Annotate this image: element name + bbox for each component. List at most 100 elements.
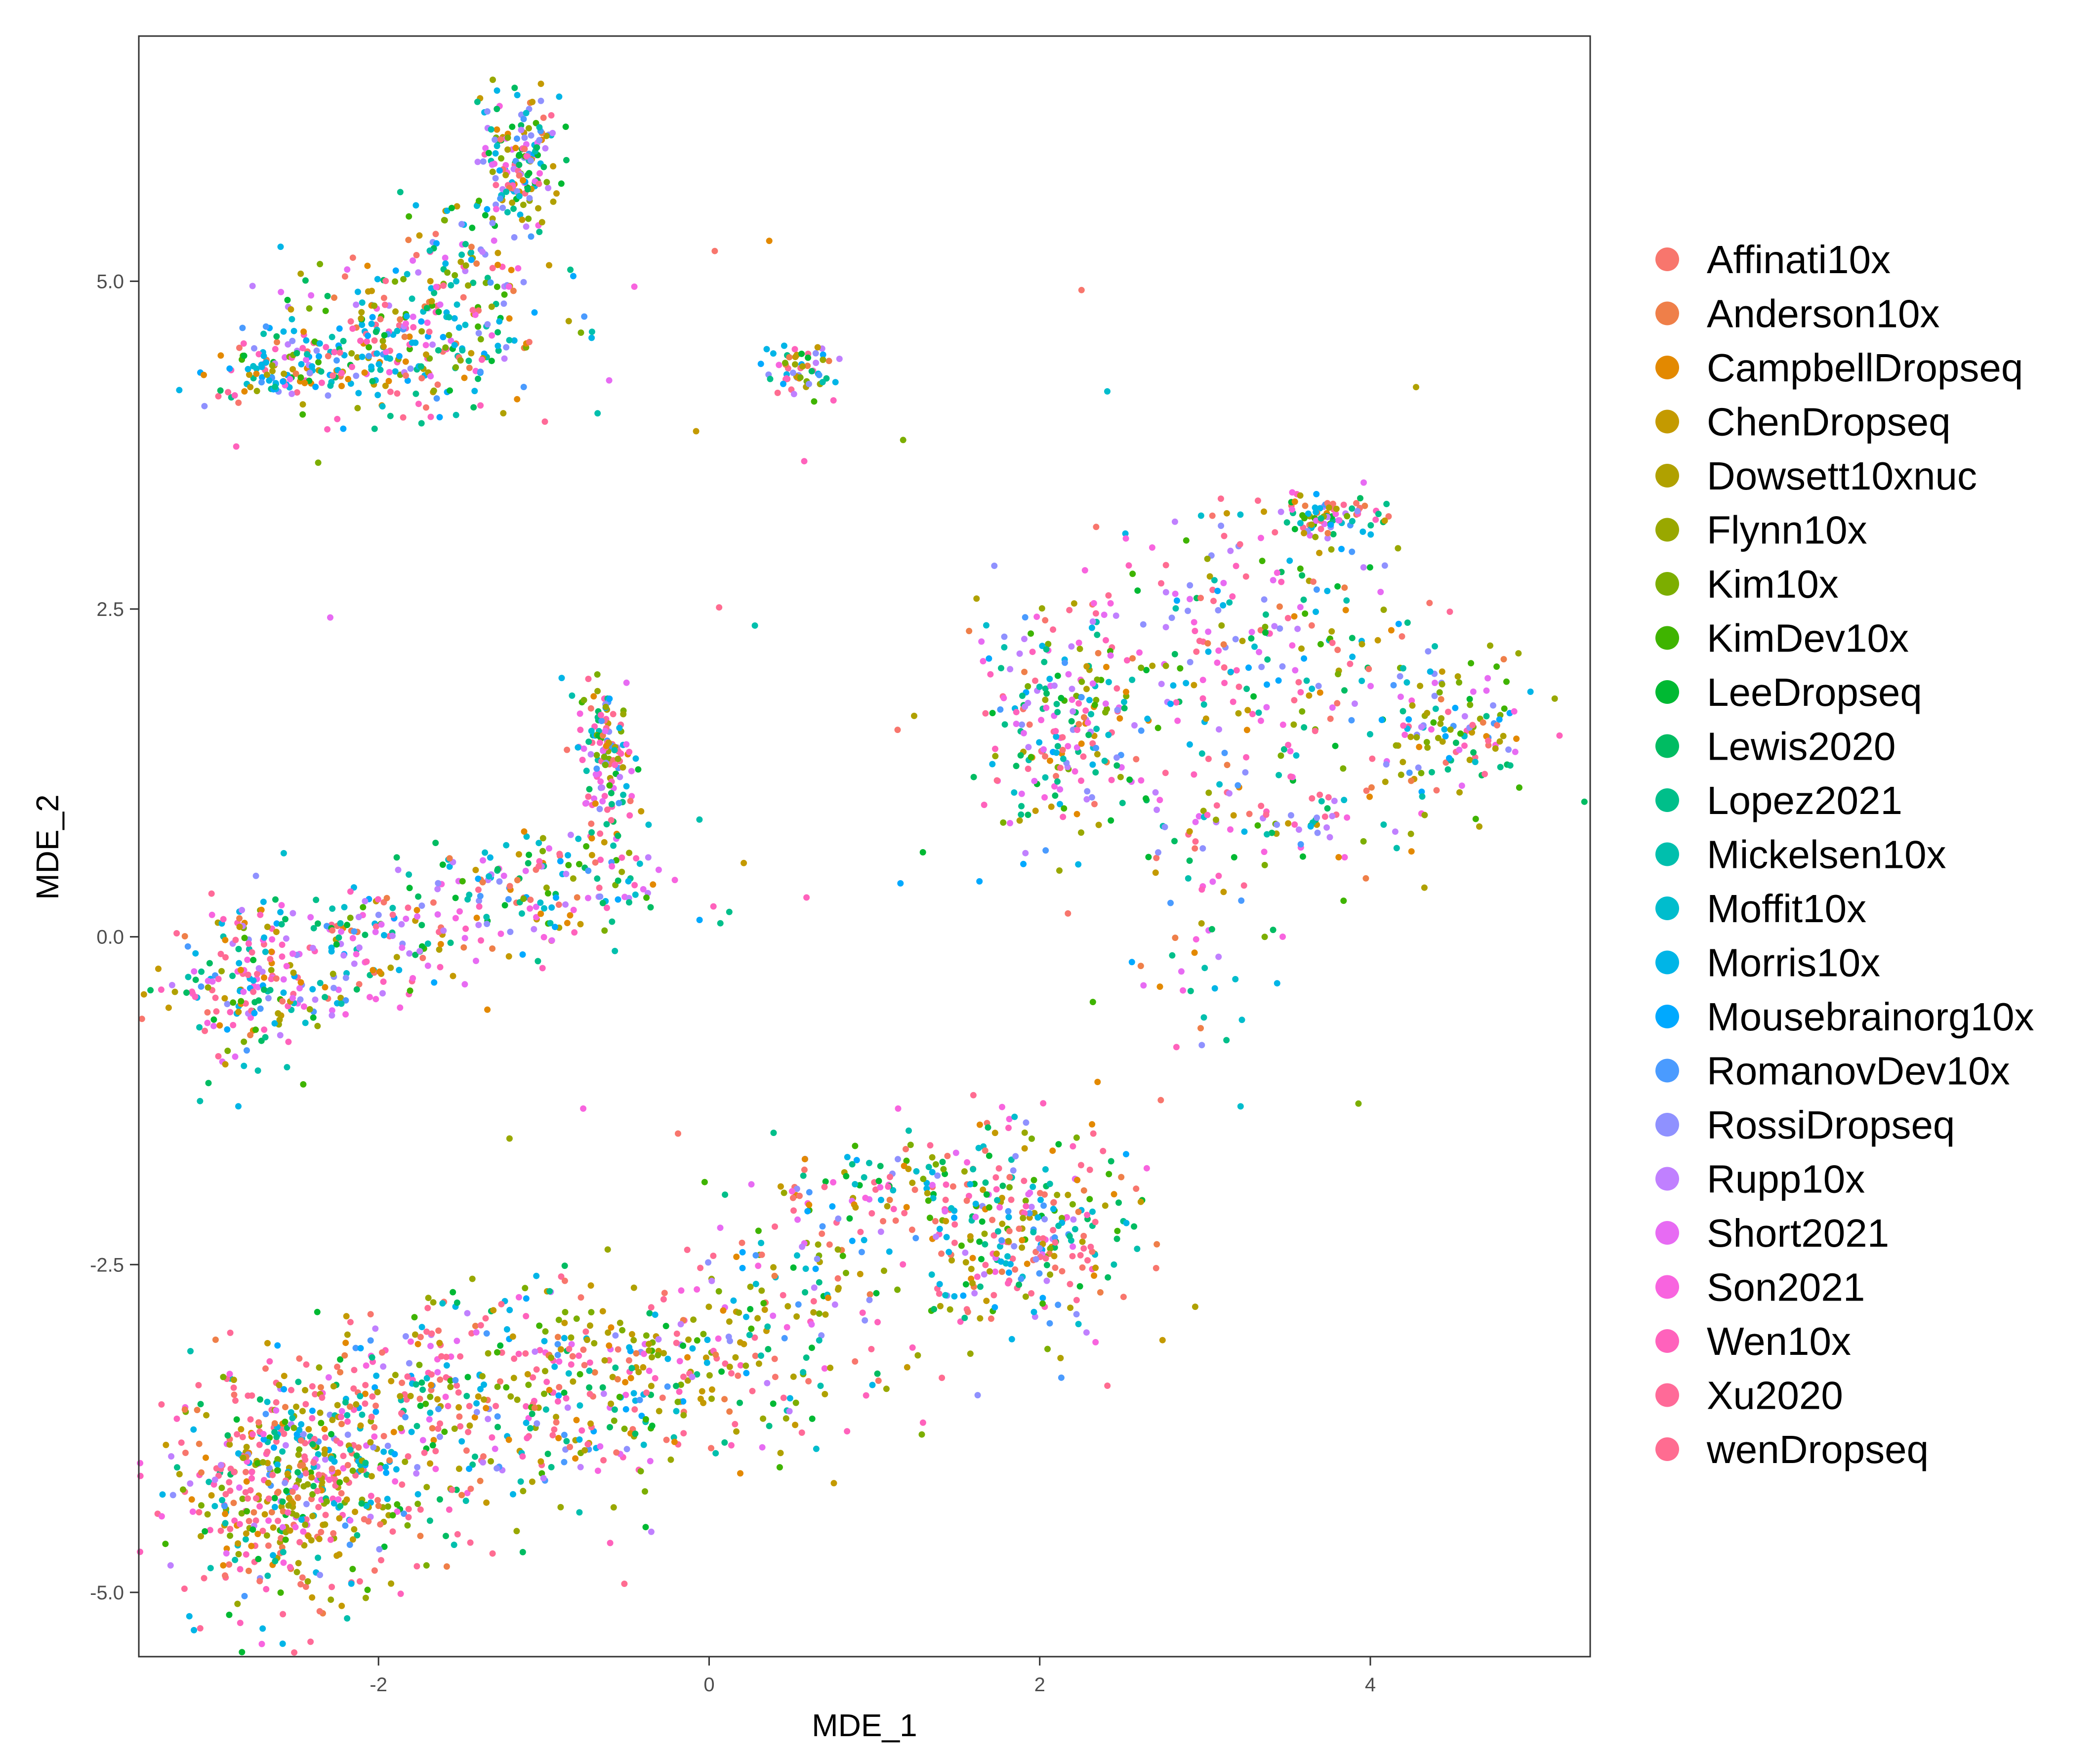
- data-point: [263, 1532, 270, 1539]
- data-point: [735, 1372, 741, 1379]
- data-point: [242, 1536, 249, 1543]
- data-point: [548, 1464, 555, 1470]
- data-point: [1317, 791, 1323, 798]
- data-point: [577, 921, 584, 928]
- data-point: [458, 251, 465, 258]
- data-point: [1052, 728, 1059, 734]
- data-point: [369, 314, 376, 321]
- data-point: [473, 1400, 480, 1407]
- data-point: [843, 1173, 850, 1180]
- data-point: [355, 1444, 362, 1451]
- data-point: [233, 443, 240, 450]
- data-point: [399, 944, 406, 951]
- data-point: [520, 202, 527, 208]
- data-point: [539, 848, 546, 855]
- data-point: [1215, 647, 1222, 654]
- data-point: [642, 1416, 649, 1423]
- data-point: [473, 1329, 480, 1336]
- data-point: [726, 1408, 733, 1415]
- data-point: [1303, 677, 1310, 684]
- data-point: [515, 851, 522, 858]
- data-point: [368, 363, 375, 370]
- data-point: [500, 300, 507, 307]
- data-point: [880, 1218, 887, 1224]
- data-point: [936, 1290, 943, 1297]
- data-point: [602, 762, 609, 769]
- data-point: [849, 1237, 856, 1244]
- data-point: [335, 986, 342, 993]
- data-point: [284, 1470, 291, 1477]
- data-point: [342, 1399, 349, 1406]
- panel-border: [138, 35, 1591, 1658]
- data-point: [642, 1488, 648, 1495]
- data-point: [340, 1453, 347, 1460]
- data-point: [334, 1469, 341, 1476]
- data-point: [596, 739, 603, 746]
- data-point: [1317, 641, 1324, 648]
- data-point: [1436, 689, 1443, 696]
- data-point: [1201, 965, 1208, 972]
- data-point: [494, 126, 500, 133]
- data-point: [521, 146, 528, 153]
- data-point: [1055, 1141, 1062, 1148]
- data-point: [986, 1204, 992, 1211]
- data-point: [1382, 778, 1389, 785]
- data-point: [1080, 714, 1087, 721]
- data-point: [803, 1354, 810, 1361]
- data-point: [593, 752, 600, 759]
- data-point: [1140, 621, 1147, 628]
- data-point: [1172, 590, 1179, 597]
- data-point: [235, 1103, 242, 1110]
- data-point: [989, 1217, 996, 1223]
- data-point: [437, 1376, 444, 1383]
- data-point: [995, 1165, 1002, 1172]
- data-point: [1025, 812, 1031, 818]
- data-point: [1106, 1171, 1112, 1178]
- data-point: [1248, 629, 1255, 636]
- data-point: [616, 1393, 623, 1400]
- data-point: [353, 986, 360, 993]
- data-point: [1047, 1271, 1054, 1278]
- data-point: [1119, 800, 1126, 807]
- data-point: [274, 1456, 281, 1463]
- data-point: [434, 1369, 441, 1376]
- data-point: [1046, 1320, 1053, 1327]
- data-point: [868, 1345, 875, 1352]
- data-point: [413, 1563, 420, 1570]
- data-point: [587, 1322, 593, 1329]
- data-point: [1366, 564, 1373, 571]
- data-point: [617, 773, 623, 780]
- data-point: [230, 1500, 237, 1506]
- data-point: [226, 365, 233, 372]
- data-point: [466, 1465, 473, 1472]
- data-point: [536, 124, 543, 131]
- data-point: [236, 960, 243, 967]
- data-point: [1469, 722, 1476, 729]
- data-point: [1341, 687, 1348, 694]
- data-point: [1227, 826, 1234, 833]
- data-point: [577, 1294, 584, 1301]
- data-point: [758, 1251, 765, 1258]
- data-point: [463, 1392, 470, 1399]
- data-point: [471, 1414, 478, 1421]
- data-point: [800, 1369, 807, 1376]
- data-point: [268, 976, 275, 982]
- data-point: [525, 1382, 532, 1388]
- data-point: [1085, 732, 1092, 738]
- data-point: [1016, 1225, 1023, 1232]
- data-point: [877, 1228, 884, 1235]
- data-point: [262, 323, 269, 330]
- data-point: [1438, 715, 1445, 722]
- data-point: [932, 1218, 939, 1224]
- data-point: [340, 338, 347, 344]
- data-point: [482, 849, 489, 856]
- data-point: [585, 793, 592, 800]
- data-point: [301, 380, 308, 386]
- data-point: [330, 984, 337, 991]
- data-point: [659, 1394, 666, 1401]
- data-point: [176, 1471, 183, 1477]
- data-point: [555, 1435, 562, 1441]
- data-point: [591, 723, 598, 730]
- data-point: [540, 934, 547, 940]
- data-point: [1306, 692, 1313, 699]
